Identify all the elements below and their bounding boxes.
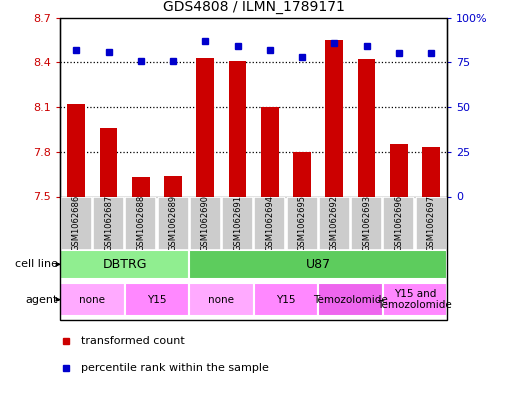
Bar [222,196,253,250]
Bar [124,283,189,316]
Bar [189,250,447,279]
Text: cell line: cell line [15,259,58,269]
Text: Y15: Y15 [147,295,167,305]
Bar [422,147,440,196]
Bar [132,177,150,196]
Text: transformed count: transformed count [82,336,185,346]
Bar [358,59,376,196]
Bar [325,40,343,196]
Bar [351,196,382,250]
Bar [383,196,414,250]
Text: GSM1062695: GSM1062695 [298,195,306,251]
Bar [190,196,221,250]
Text: GSM1062690: GSM1062690 [201,195,210,251]
Bar [67,104,85,196]
Text: GSM1062691: GSM1062691 [233,195,242,251]
Bar [157,196,188,250]
Text: agent: agent [25,295,58,305]
Text: none: none [208,295,234,305]
Text: Y15: Y15 [276,295,295,305]
Text: GSM1062692: GSM1062692 [330,195,339,251]
Bar [390,144,407,196]
Text: Y15 and
Temozolomide: Y15 and Temozolomide [378,289,452,310]
Bar [229,61,246,196]
Bar [254,283,318,316]
Bar [293,152,311,196]
Bar [197,58,214,196]
Bar [164,176,182,196]
Text: GSM1062687: GSM1062687 [104,195,113,251]
Text: GSM1062686: GSM1062686 [72,195,81,251]
Text: GSM1062696: GSM1062696 [394,195,403,251]
Bar [383,283,447,316]
Text: none: none [79,295,106,305]
Text: Temozolomide: Temozolomide [313,295,388,305]
Bar [126,196,156,250]
Bar [100,128,117,196]
Text: GSM1062689: GSM1062689 [168,195,177,251]
Bar [254,196,285,250]
Bar [319,196,350,250]
Bar [93,196,124,250]
Text: DBTRG: DBTRG [103,258,147,271]
Text: GSM1062697: GSM1062697 [427,195,436,251]
Bar [189,283,254,316]
Text: U87: U87 [305,258,331,271]
Bar [60,250,189,279]
Bar [60,283,124,316]
Bar [416,196,447,250]
Text: GSM1062694: GSM1062694 [265,195,274,251]
Bar [261,107,279,196]
Bar [287,196,317,250]
Title: GDS4808 / ILMN_1789171: GDS4808 / ILMN_1789171 [163,0,345,14]
Text: percentile rank within the sample: percentile rank within the sample [82,363,269,373]
Text: GSM1062688: GSM1062688 [137,195,145,251]
Text: GSM1062693: GSM1062693 [362,195,371,251]
Bar [318,283,383,316]
Bar [61,196,92,250]
